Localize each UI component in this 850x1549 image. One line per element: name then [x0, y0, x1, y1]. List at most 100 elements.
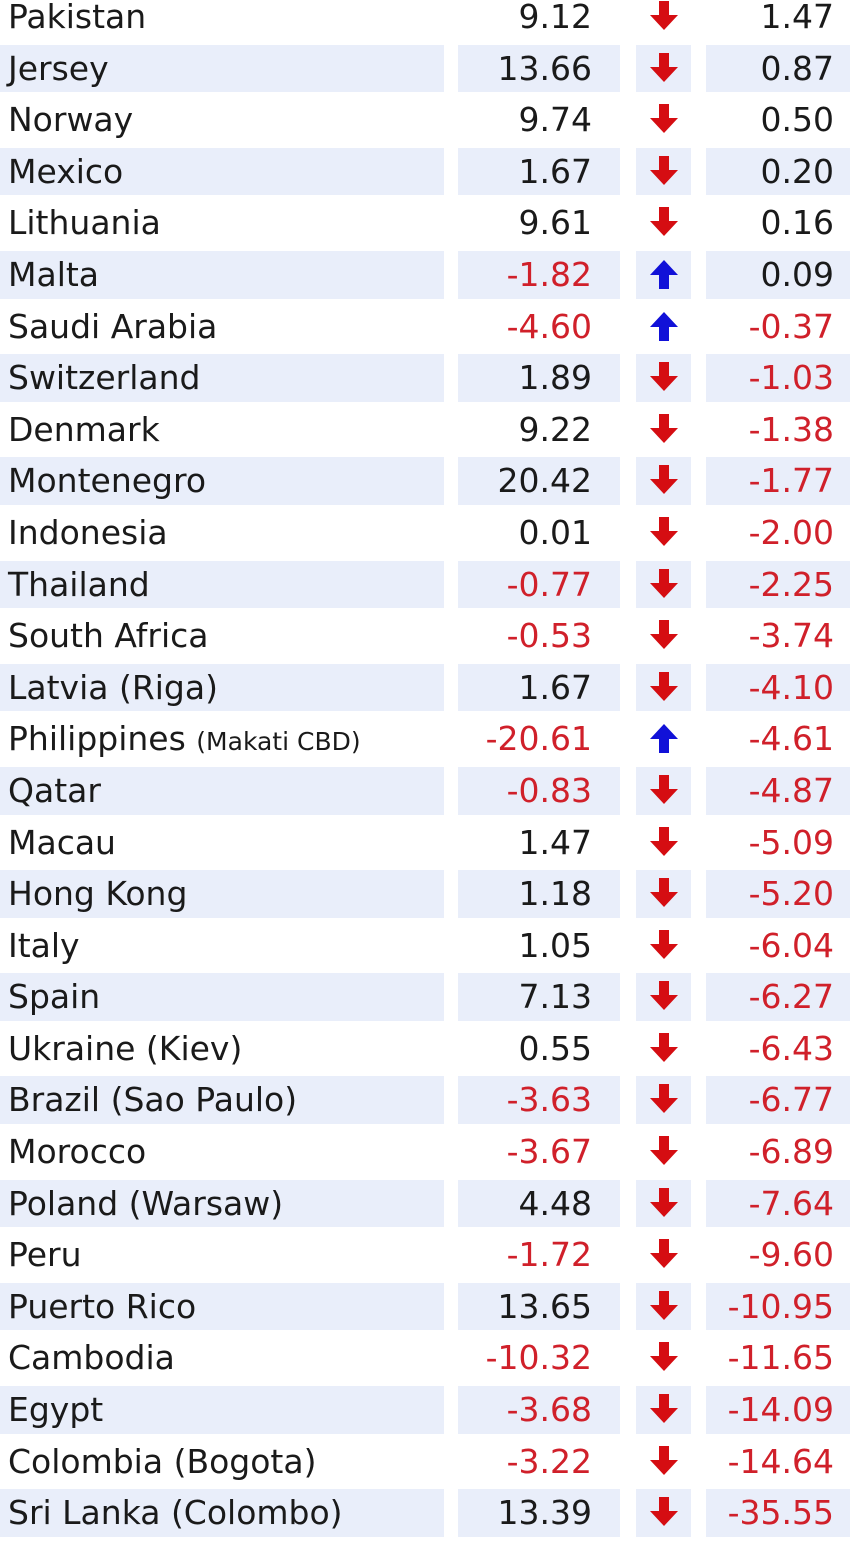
value1-cell: -3.67 — [506, 1132, 592, 1172]
trend-cell — [636, 44, 691, 93]
country-name: Indonesia — [8, 512, 168, 552]
value1-cell: 9.12 — [518, 0, 592, 36]
country-name: Hong Kong — [8, 874, 188, 914]
trend-cell — [636, 819, 691, 867]
country-cell: Peru — [0, 1231, 444, 1279]
table-row: Lithuania 9.61 0.16 — [0, 197, 850, 249]
value2-cell: -6.89 — [748, 1132, 834, 1172]
arrow-down-icon — [647, 100, 681, 138]
trend-cell — [636, 560, 691, 609]
country-cell: Denmark — [0, 406, 444, 454]
table-row: Montenegro 20.42 -1.77 — [0, 455, 850, 507]
country-name: Egypt — [8, 1390, 104, 1430]
arrow-down-icon — [647, 1442, 681, 1480]
table-row: Pakistan 9.12 1.47 — [0, 0, 850, 43]
value1-cell: -3.22 — [506, 1441, 592, 1481]
trend-cell — [636, 612, 691, 660]
country-cell: Pakistan — [0, 0, 444, 41]
country-cell: Cambodia — [0, 1334, 444, 1382]
table-row: Qatar -0.83 -4.87 — [0, 765, 850, 817]
country-cell: Malta — [0, 250, 444, 299]
value2-cell: 1.47 — [760, 0, 834, 36]
value2-cell: -5.20 — [706, 870, 850, 918]
arrow-down-icon — [647, 0, 681, 35]
country-name: Mexico — [8, 151, 124, 191]
value2-cell: -4.87 — [706, 766, 850, 815]
value1-cell: 9.61 — [518, 203, 592, 243]
value1-cell: 9.74 — [518, 100, 592, 140]
value1-cell: 1.18 — [458, 870, 620, 918]
country-cell: Puerto Rico — [0, 1282, 444, 1331]
country-name: Qatar — [8, 770, 101, 810]
table-row: Poland (Warsaw) 4.48 -7.64 — [0, 1178, 850, 1230]
trend-cell — [636, 870, 691, 918]
arrow-down-icon — [647, 1235, 681, 1273]
value2-cell: 0.09 — [706, 250, 850, 299]
arrow-down-icon — [647, 461, 681, 499]
country-name: Pakistan — [8, 0, 147, 36]
trend-cell — [636, 1438, 691, 1486]
table-row: Italy 1.05 -6.04 — [0, 920, 850, 972]
value2-cell: -3.74 — [748, 616, 834, 656]
trend-cell — [636, 0, 691, 41]
trend-cell — [636, 406, 691, 454]
value1-cell: 20.42 — [458, 457, 620, 505]
country-name: Spain — [8, 977, 101, 1017]
value1-cell: 0.01 — [518, 512, 592, 552]
value1-cell: 9.22 — [518, 409, 592, 449]
country-name: Brazil (Sao Paulo) — [8, 1080, 298, 1120]
value1-cell: 1.47 — [518, 822, 592, 862]
trend-cell — [636, 457, 691, 505]
table-row: Spain 7.13 -6.27 — [0, 971, 850, 1023]
country-cell: South Africa — [0, 612, 444, 660]
arrow-down-icon — [647, 823, 681, 861]
country-cell: Indonesia — [0, 509, 444, 557]
country-cell: Hong Kong — [0, 870, 444, 918]
value2-cell: -2.25 — [706, 560, 850, 609]
arrow-up-icon — [647, 255, 681, 293]
arrow-down-icon — [647, 926, 681, 964]
country-name: South Africa — [8, 616, 209, 656]
value1-cell: -3.63 — [458, 1076, 620, 1125]
country-name: Puerto Rico — [8, 1286, 197, 1326]
country-cell: Morocco — [0, 1128, 444, 1176]
table-row: Hong Kong 1.18 -5.20 — [0, 868, 850, 920]
value1-cell: 13.39 — [458, 1489, 620, 1537]
value2-cell: -5.09 — [748, 822, 834, 862]
value1-cell: -1.82 — [458, 250, 620, 299]
country-cell: Jersey — [0, 44, 444, 93]
arrow-down-icon — [647, 1184, 681, 1222]
trend-cell — [636, 663, 691, 712]
value2-cell: -35.55 — [706, 1489, 850, 1537]
arrow-down-icon — [647, 1390, 681, 1428]
table-row: Egypt -3.68 -14.09 — [0, 1384, 850, 1436]
table-row: Puerto Rico 13.65 -10.95 — [0, 1281, 850, 1333]
table-row: Philippines (Makati CBD) -20.61 -4.61 — [0, 713, 850, 765]
trend-cell — [636, 1489, 691, 1537]
value2-cell: -10.95 — [706, 1282, 850, 1331]
country-name: Philippines — [8, 719, 186, 759]
country-name: Montenegro — [8, 461, 207, 501]
arrow-down-icon — [647, 410, 681, 448]
trend-cell — [636, 1334, 691, 1382]
value2-cell: -6.27 — [706, 973, 850, 1021]
country-cell: Macau — [0, 819, 444, 867]
table-row: Mexico 1.67 0.20 — [0, 146, 850, 198]
trend-cell — [636, 1282, 691, 1331]
country-cell: Lithuania — [0, 199, 444, 247]
value2-cell: -1.03 — [706, 354, 850, 402]
table-row: Macau 1.47 -5.09 — [0, 817, 850, 869]
arrow-down-icon — [647, 513, 681, 551]
country-cell: Latvia (Riga) — [0, 663, 444, 712]
value2-cell: -0.37 — [748, 306, 834, 346]
value2-cell: -14.64 — [727, 1441, 834, 1481]
value2-cell: -4.10 — [706, 663, 850, 712]
value2-cell: -2.00 — [748, 512, 834, 552]
value1-cell: 1.67 — [458, 663, 620, 712]
country-cell: Colombia (Bogota) — [0, 1438, 444, 1486]
value2-cell: -6.43 — [748, 1028, 834, 1068]
country-name: Cambodia — [8, 1338, 175, 1378]
value2-cell: -11.65 — [727, 1338, 834, 1378]
country-name: Peru — [8, 1235, 82, 1275]
arrow-down-icon — [647, 1287, 681, 1325]
